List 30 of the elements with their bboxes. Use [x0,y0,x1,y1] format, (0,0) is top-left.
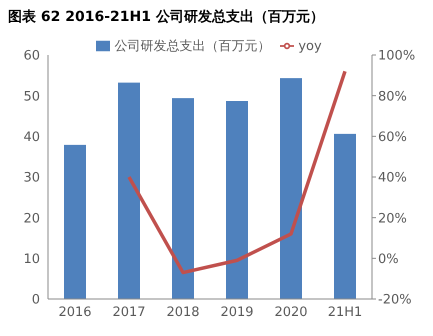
x-tick-label: 21H1 [328,305,362,320]
y-tick-label: 0 [32,292,40,308]
y-tick-label: 40 [23,130,40,145]
legend-label: 公司研发总支出（百万元） [114,39,270,54]
x-tick-label: 2018 [166,305,200,320]
bar [64,144,86,299]
bar [226,100,248,299]
x-tick-label: 2019 [220,305,254,320]
y-tick-label: 30 [23,170,40,186]
bar [334,134,356,299]
x-tick-label: 2020 [274,305,308,320]
legend-label: yoy [298,39,322,54]
y-tick-label: 60 [23,48,40,64]
y-tick-label: 20 [23,211,40,226]
y-tick-label: 10 [23,252,40,267]
y-tick-label: 50 [23,89,40,104]
line-series [127,70,347,274]
chart-title: 图表 62 2016-21H1 公司研发总支出（百万元） [8,8,325,27]
y2-tick-label: 0% [378,252,399,267]
bar [118,82,140,299]
y2-tick-label: 100% [378,48,416,64]
y2-tick-label: 40% [378,170,407,186]
y2-tick-label: 80% [378,89,407,104]
bar [280,78,302,299]
bar [172,98,194,299]
y2-tick-label: 60% [378,130,407,145]
y2-tick-label: 20% [378,211,407,226]
x-tick-label: 2016 [58,305,92,320]
y2-tick-label: -20% [378,292,412,308]
x-tick-label: 2017 [112,305,146,320]
